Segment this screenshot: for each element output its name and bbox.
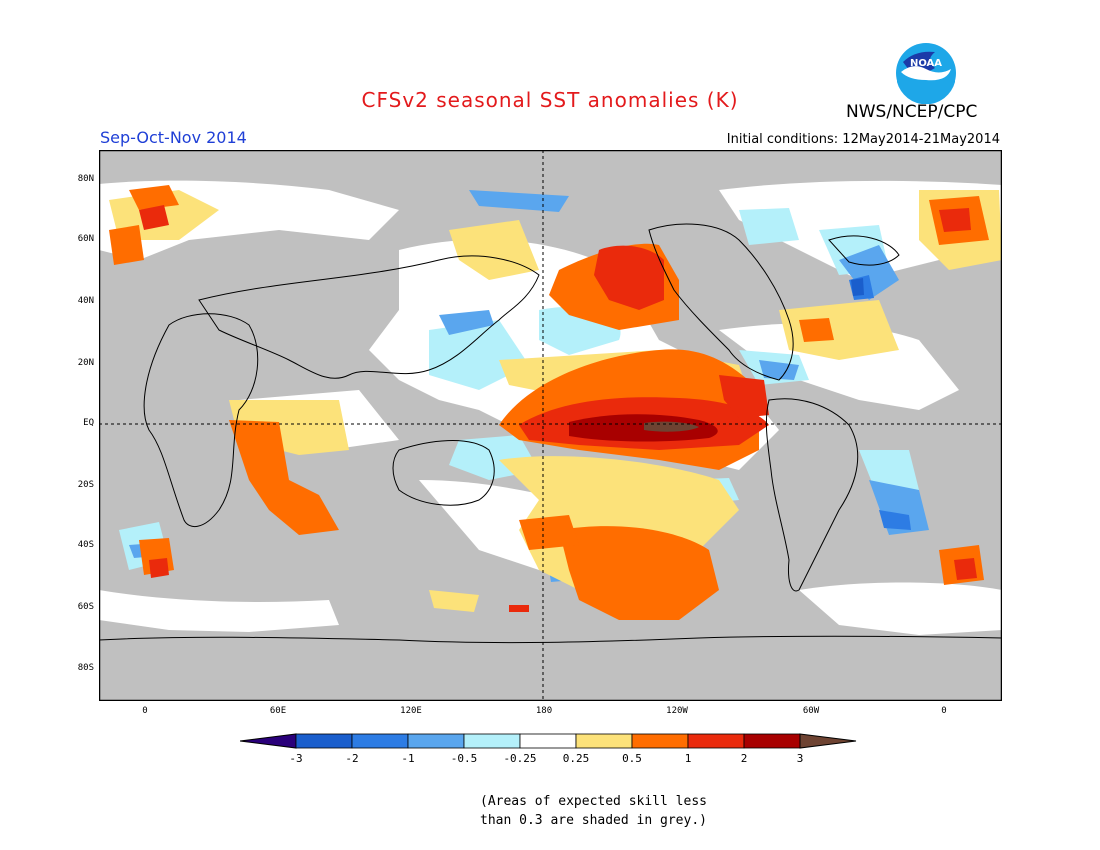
latitude-label: EQ: [83, 418, 94, 428]
longitude-label: 120W: [666, 706, 688, 716]
colorbar-swatch: [351, 733, 409, 749]
longitude-label: 60E: [269, 706, 287, 716]
colorbar-swatch: [575, 733, 633, 749]
colorbar-upper-extension: [799, 733, 857, 749]
sst-anomaly-map: [99, 150, 1002, 701]
colorbar-label: 0.5: [622, 752, 642, 765]
peak-warm-anomaly-core: [569, 414, 718, 442]
continent-outlines: [99, 223, 1002, 644]
skill-note-line-2: than 0.3 are shaded in grey.): [480, 813, 707, 828]
map-frame: [99, 150, 1002, 701]
colorbar-label: -3: [289, 752, 303, 765]
colorbar: [239, 730, 862, 770]
colorbar-label: 0.25: [562, 752, 590, 765]
colorbar-lower-extension: [239, 733, 297, 749]
colorbar-swatch: [743, 733, 801, 749]
skill-note-line-1: (Areas of expected skill less: [480, 794, 707, 809]
latitude-label: 20S: [77, 480, 94, 490]
colorbar-swatch: [407, 733, 465, 749]
colorbar-swatch: [295, 733, 353, 749]
colorbar-label: -0.25: [503, 752, 537, 765]
colorbar-label: 1: [684, 752, 692, 765]
agency-label: NWS/NCEP/CPC: [846, 102, 978, 122]
colorbar-label: 2: [740, 752, 748, 765]
latitude-label: 20N: [77, 358, 94, 368]
map-title: CFSv2 seasonal SST anomalies (K): [361, 88, 739, 112]
colorbar-swatch: [463, 733, 521, 749]
longitude-label: 0: [941, 706, 947, 716]
colorbar-label: 3: [796, 752, 804, 765]
season-label: Sep-Oct-Nov 2014: [100, 128, 247, 147]
longitude-label: 180: [535, 706, 553, 716]
latitude-label: 80S: [77, 663, 94, 673]
skill-note: (Areas of expected skill less than 0.3 a…: [480, 792, 707, 830]
colorbar-swatch: [631, 733, 689, 749]
logo-text: NOAA: [910, 58, 942, 69]
longitude-label: 120E: [400, 706, 422, 716]
longitude-label: 60W: [802, 706, 820, 716]
longitude-label: 0: [142, 706, 148, 716]
latitude-label: 40S: [77, 540, 94, 550]
latitude-label: 80N: [77, 174, 94, 184]
colorbar-label: -2: [345, 752, 359, 765]
colorbar-swatch: [519, 733, 577, 749]
strongest-cool-anomaly: [851, 278, 864, 296]
latitude-label: 60S: [77, 602, 94, 612]
colorbar-label: -1: [401, 752, 415, 765]
colorbar-label: -0.5: [450, 752, 478, 765]
colorbar-swatch: [687, 733, 745, 749]
latitude-label: 40N: [77, 296, 94, 306]
initial-conditions-label: Initial conditions: 12May2014-21May2014: [726, 132, 1000, 147]
latitude-label: 60N: [77, 234, 94, 244]
noaa-logo: NOAA: [895, 42, 957, 105]
